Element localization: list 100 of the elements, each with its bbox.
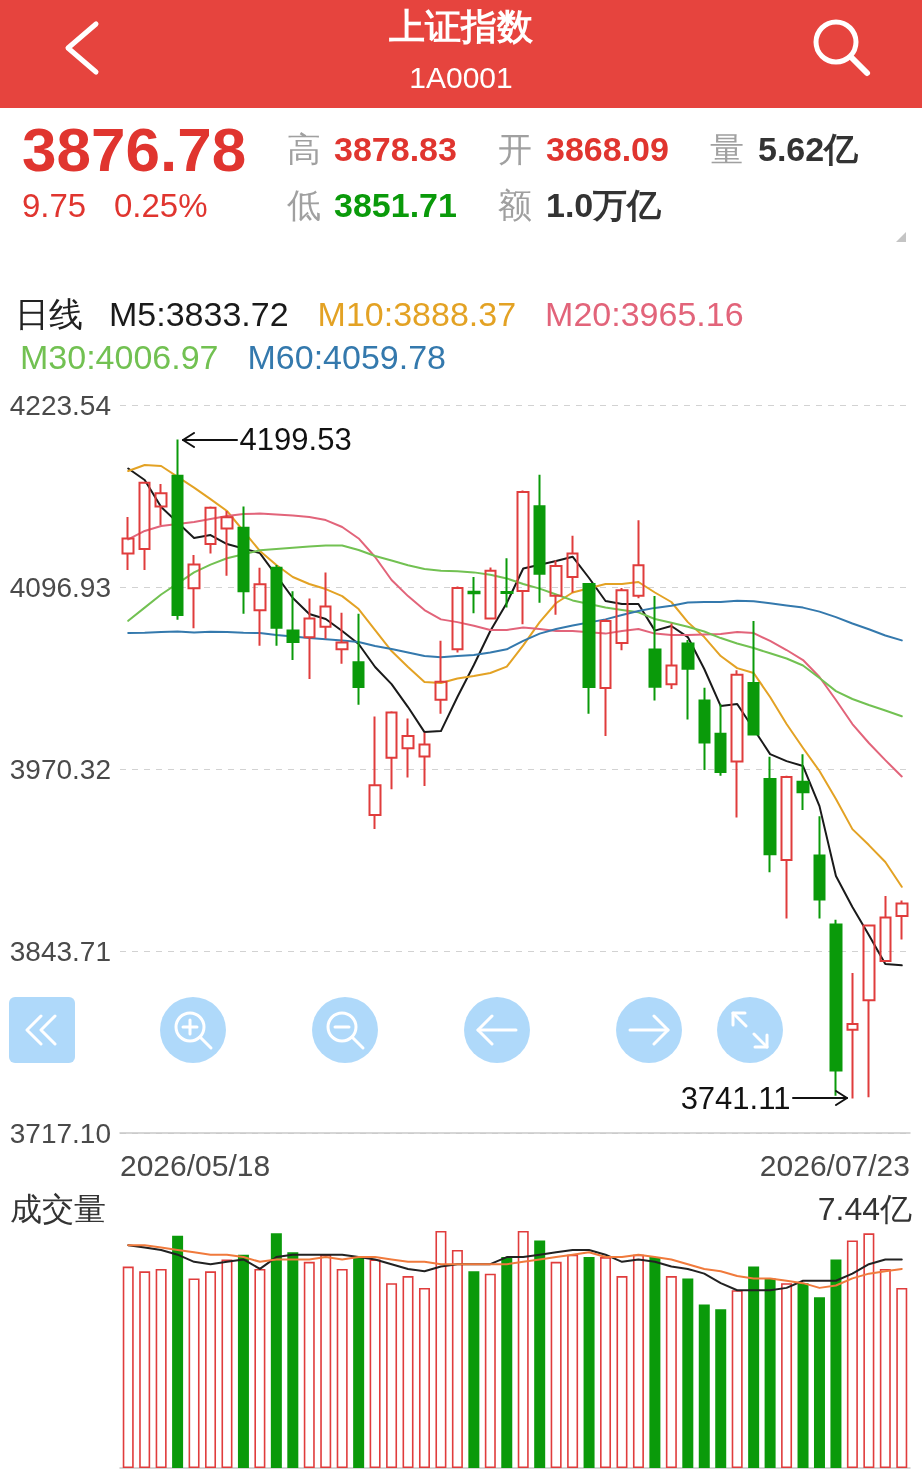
bar <box>484 1273 496 1468</box>
bar <box>797 1283 809 1468</box>
text: 低 <box>287 186 321 226</box>
candlestick <box>730 669 744 819</box>
candlestick <box>500 557 514 609</box>
bar <box>369 1259 381 1468</box>
candlestick <box>862 923 876 1099</box>
text: 5.62亿 <box>758 130 859 170</box>
text: 量 <box>710 130 744 170</box>
text: 2026/07/23 <box>759 1148 910 1182</box>
bar <box>451 1249 463 1468</box>
bar <box>254 1268 266 1468</box>
candlestick <box>846 972 859 1100</box>
candlestick <box>648 594 662 702</box>
text: 9.75 <box>22 186 87 225</box>
y-tick-label: 3843.71 <box>9 935 111 967</box>
candlestick <box>599 618 612 737</box>
bar <box>813 1297 825 1468</box>
legend-title: 日线 <box>15 295 83 333</box>
text: 3851.71 <box>334 186 457 226</box>
candlestick <box>484 566 497 620</box>
bar <box>863 1233 875 1468</box>
text: 0.25% <box>114 186 208 225</box>
bar <box>122 1266 134 1468</box>
candlestick <box>879 895 892 963</box>
bar <box>583 1257 595 1468</box>
bar <box>616 1276 628 1468</box>
candlestick <box>385 710 398 791</box>
candlestick <box>665 622 678 691</box>
bar <box>205 1271 217 1468</box>
text: 1.0万亿 <box>546 186 662 226</box>
bar <box>353 1257 365 1468</box>
candlestick <box>401 717 415 779</box>
bar <box>896 1287 908 1468</box>
candlestick <box>615 586 629 652</box>
bar <box>237 1254 249 1468</box>
bar <box>764 1278 776 1468</box>
bar <box>600 1257 612 1468</box>
bar <box>172 1235 184 1468</box>
candlestick <box>549 559 563 616</box>
text: 2026/05/18 <box>120 1148 271 1182</box>
text: 额 <box>498 186 532 226</box>
bar <box>715 1309 727 1468</box>
candlestick <box>253 566 267 647</box>
line-series <box>127 464 903 888</box>
text: M30:4006.97 <box>20 338 219 376</box>
candlestick <box>796 753 810 811</box>
line-series <box>127 599 903 659</box>
bar <box>418 1287 430 1468</box>
candlestick <box>187 553 201 630</box>
candlestick <box>632 519 645 600</box>
line-series <box>127 467 903 967</box>
bar <box>468 1271 480 1468</box>
bar <box>402 1276 414 1468</box>
bar <box>287 1252 299 1468</box>
candlestick <box>895 899 909 941</box>
bar <box>846 1240 858 1468</box>
bar <box>698 1304 710 1468</box>
chart-title: 上证指数 <box>389 6 533 48</box>
candlestick <box>763 755 777 874</box>
bar <box>435 1231 447 1468</box>
candlestick <box>698 686 711 772</box>
candlestick <box>516 489 530 626</box>
candlestick <box>418 731 431 787</box>
chart-subtitle: 1A0001 <box>409 60 513 96</box>
candlestick <box>368 715 382 831</box>
candlestick <box>780 774 793 920</box>
y-tick-label: 4096.93 <box>9 571 111 603</box>
bar <box>386 1283 398 1468</box>
bar <box>830 1259 842 1468</box>
annotation: 4199.53 <box>239 422 352 458</box>
line-series <box>127 512 903 778</box>
candlestick <box>714 703 727 777</box>
text: 3868.09 <box>546 130 669 170</box>
bar <box>188 1278 200 1468</box>
candlestick <box>747 620 760 737</box>
bar <box>550 1261 562 1468</box>
candlestick <box>566 534 579 594</box>
candlestick <box>286 590 300 661</box>
text: 7.44亿 <box>817 1191 912 1227</box>
candlestick <box>681 639 695 721</box>
bar <box>534 1240 546 1468</box>
bar <box>879 1268 891 1468</box>
bar <box>567 1254 579 1468</box>
bar <box>517 1231 529 1468</box>
bar <box>649 1257 661 1468</box>
text: 3878.83 <box>334 130 457 170</box>
bar <box>501 1257 513 1468</box>
candlestick <box>121 516 135 571</box>
bar <box>336 1268 348 1468</box>
line-series <box>127 544 903 718</box>
annotation: 3741.11 <box>680 1080 791 1116</box>
y-tick-label: 3717.10 <box>9 1117 111 1149</box>
candlestick <box>533 473 546 604</box>
candlestick <box>220 510 234 577</box>
candlestick <box>270 564 283 647</box>
candlestick <box>335 611 349 665</box>
bar <box>155 1268 167 1468</box>
y-tick-label: 3970.32 <box>9 753 111 785</box>
candlestick <box>204 505 217 555</box>
